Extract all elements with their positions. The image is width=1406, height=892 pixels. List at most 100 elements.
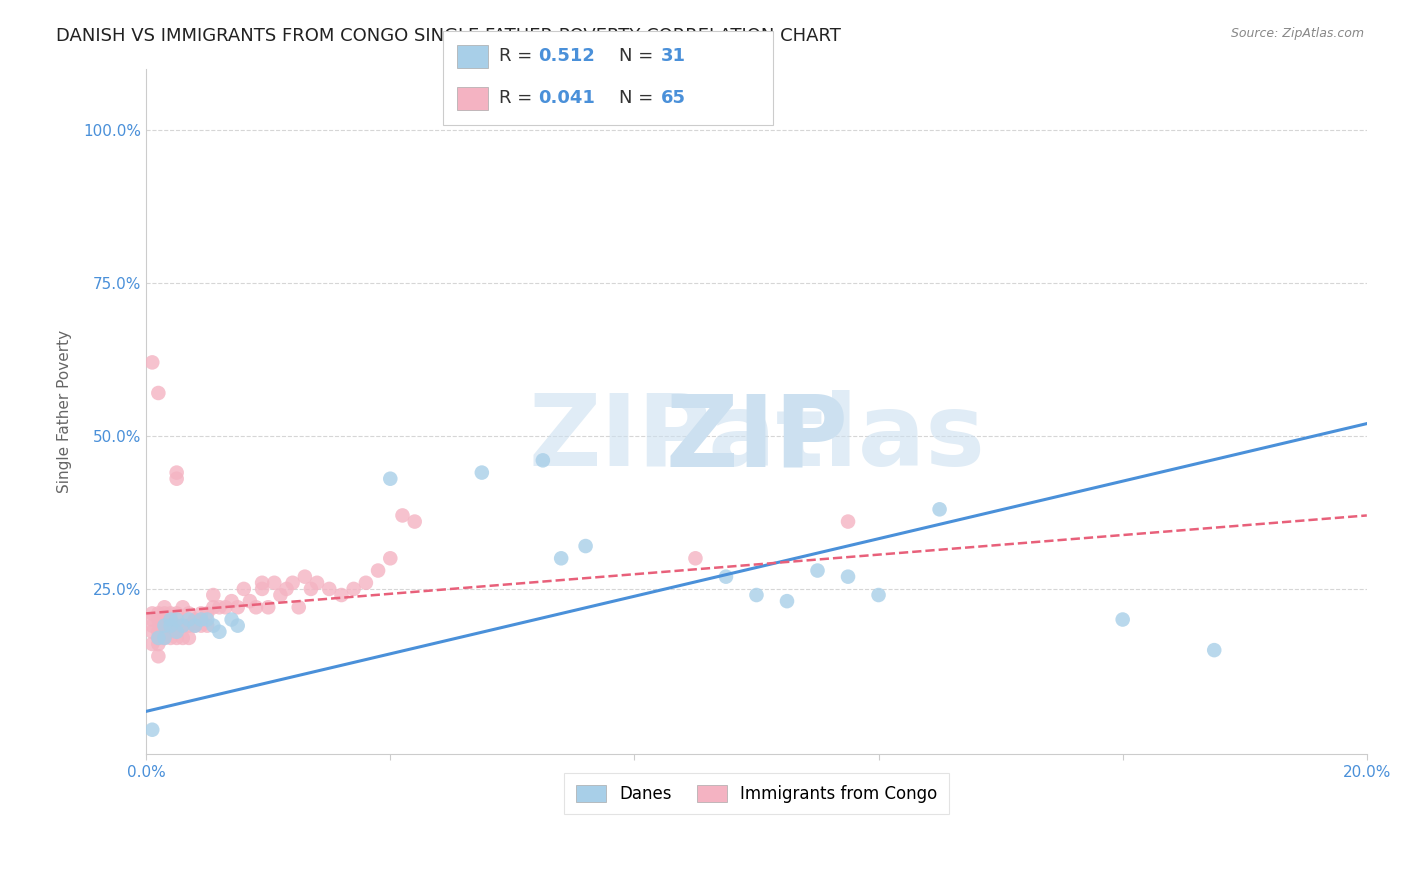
Point (141, 355, 163, 369)
Point (148, 637, 170, 651)
Text: R =: R = (499, 47, 538, 65)
Point (159, 613, 181, 627)
Text: 31: 31 (661, 47, 686, 65)
Point (685, 551, 707, 566)
Point (531, 453, 554, 467)
Text: R =: R = (499, 89, 538, 107)
Point (184, 613, 207, 627)
Point (153, 607, 176, 621)
Point (153, 618, 176, 632)
Point (148, 631, 170, 645)
Point (195, 613, 218, 627)
Point (184, 618, 207, 632)
Point (195, 618, 218, 632)
Point (166, 607, 188, 621)
Point (177, 631, 200, 645)
Point (250, 582, 273, 596)
Text: Source: ZipAtlas.com: Source: ZipAtlas.com (1230, 27, 1364, 40)
Text: DANISH VS IMMIGRANTS FROM CONGO SINGLE FATHER POVERTY CORRELATION CHART: DANISH VS IMMIGRANTS FROM CONGO SINGLE F… (56, 27, 841, 45)
Point (367, 564, 389, 578)
Point (172, 600, 194, 615)
Point (226, 618, 249, 632)
Point (343, 582, 366, 596)
Point (202, 600, 225, 615)
Point (190, 613, 212, 627)
Point (250, 575, 273, 590)
Point (148, 631, 170, 645)
Point (153, 600, 176, 615)
Point (305, 575, 328, 590)
Point (391, 508, 413, 523)
Point (239, 594, 262, 608)
Point (269, 588, 291, 602)
Point (837, 515, 859, 529)
Point (177, 613, 200, 627)
Point (232, 582, 254, 596)
Point (330, 588, 353, 602)
Point (166, 624, 188, 639)
Point (208, 624, 231, 639)
Point (745, 588, 768, 602)
Text: 0.512: 0.512 (538, 47, 595, 65)
Point (837, 569, 859, 583)
Point (153, 631, 176, 645)
Point (141, 723, 163, 737)
Point (354, 575, 377, 590)
Point (166, 472, 188, 486)
Point (177, 618, 200, 632)
Point (166, 618, 188, 632)
Point (806, 564, 828, 578)
Text: ZIPatlas: ZIPatlas (529, 391, 986, 487)
Point (776, 594, 799, 608)
Point (141, 618, 163, 632)
Point (245, 600, 267, 615)
Point (318, 582, 340, 596)
Point (257, 600, 280, 615)
Point (263, 575, 285, 590)
Point (159, 607, 181, 621)
Point (166, 631, 188, 645)
Point (276, 582, 298, 596)
Point (148, 624, 170, 639)
Point (550, 551, 572, 566)
Point (380, 551, 402, 566)
Point (471, 466, 494, 480)
Point (281, 575, 304, 590)
Point (287, 600, 309, 615)
Point (177, 607, 200, 621)
Point (159, 624, 181, 639)
Point (868, 588, 890, 602)
Point (141, 613, 163, 627)
Text: N =: N = (619, 47, 658, 65)
Point (184, 618, 207, 632)
Text: N =: N = (619, 89, 658, 107)
Legend: Danes, Immigrants from Congo: Danes, Immigrants from Congo (564, 773, 949, 814)
Point (141, 607, 163, 621)
Point (148, 613, 170, 627)
Point (1204, 643, 1226, 657)
Point (221, 613, 243, 627)
Point (221, 594, 243, 608)
Point (294, 569, 316, 583)
Point (141, 637, 163, 651)
Text: 0.041: 0.041 (538, 89, 595, 107)
Point (202, 588, 225, 602)
Point (1111, 613, 1133, 627)
Point (195, 607, 218, 621)
Point (172, 631, 194, 645)
Text: ZIP: ZIP (665, 391, 848, 487)
Point (166, 613, 188, 627)
Point (148, 386, 170, 401)
Point (380, 472, 402, 486)
Point (159, 613, 181, 627)
Point (214, 600, 236, 615)
Y-axis label: Single Father Poverty: Single Father Poverty (58, 330, 72, 493)
Point (172, 618, 194, 632)
Point (153, 631, 176, 645)
Point (141, 624, 163, 639)
Point (202, 618, 225, 632)
Point (148, 649, 170, 664)
Point (404, 515, 426, 529)
Point (153, 624, 176, 639)
Point (299, 582, 322, 596)
